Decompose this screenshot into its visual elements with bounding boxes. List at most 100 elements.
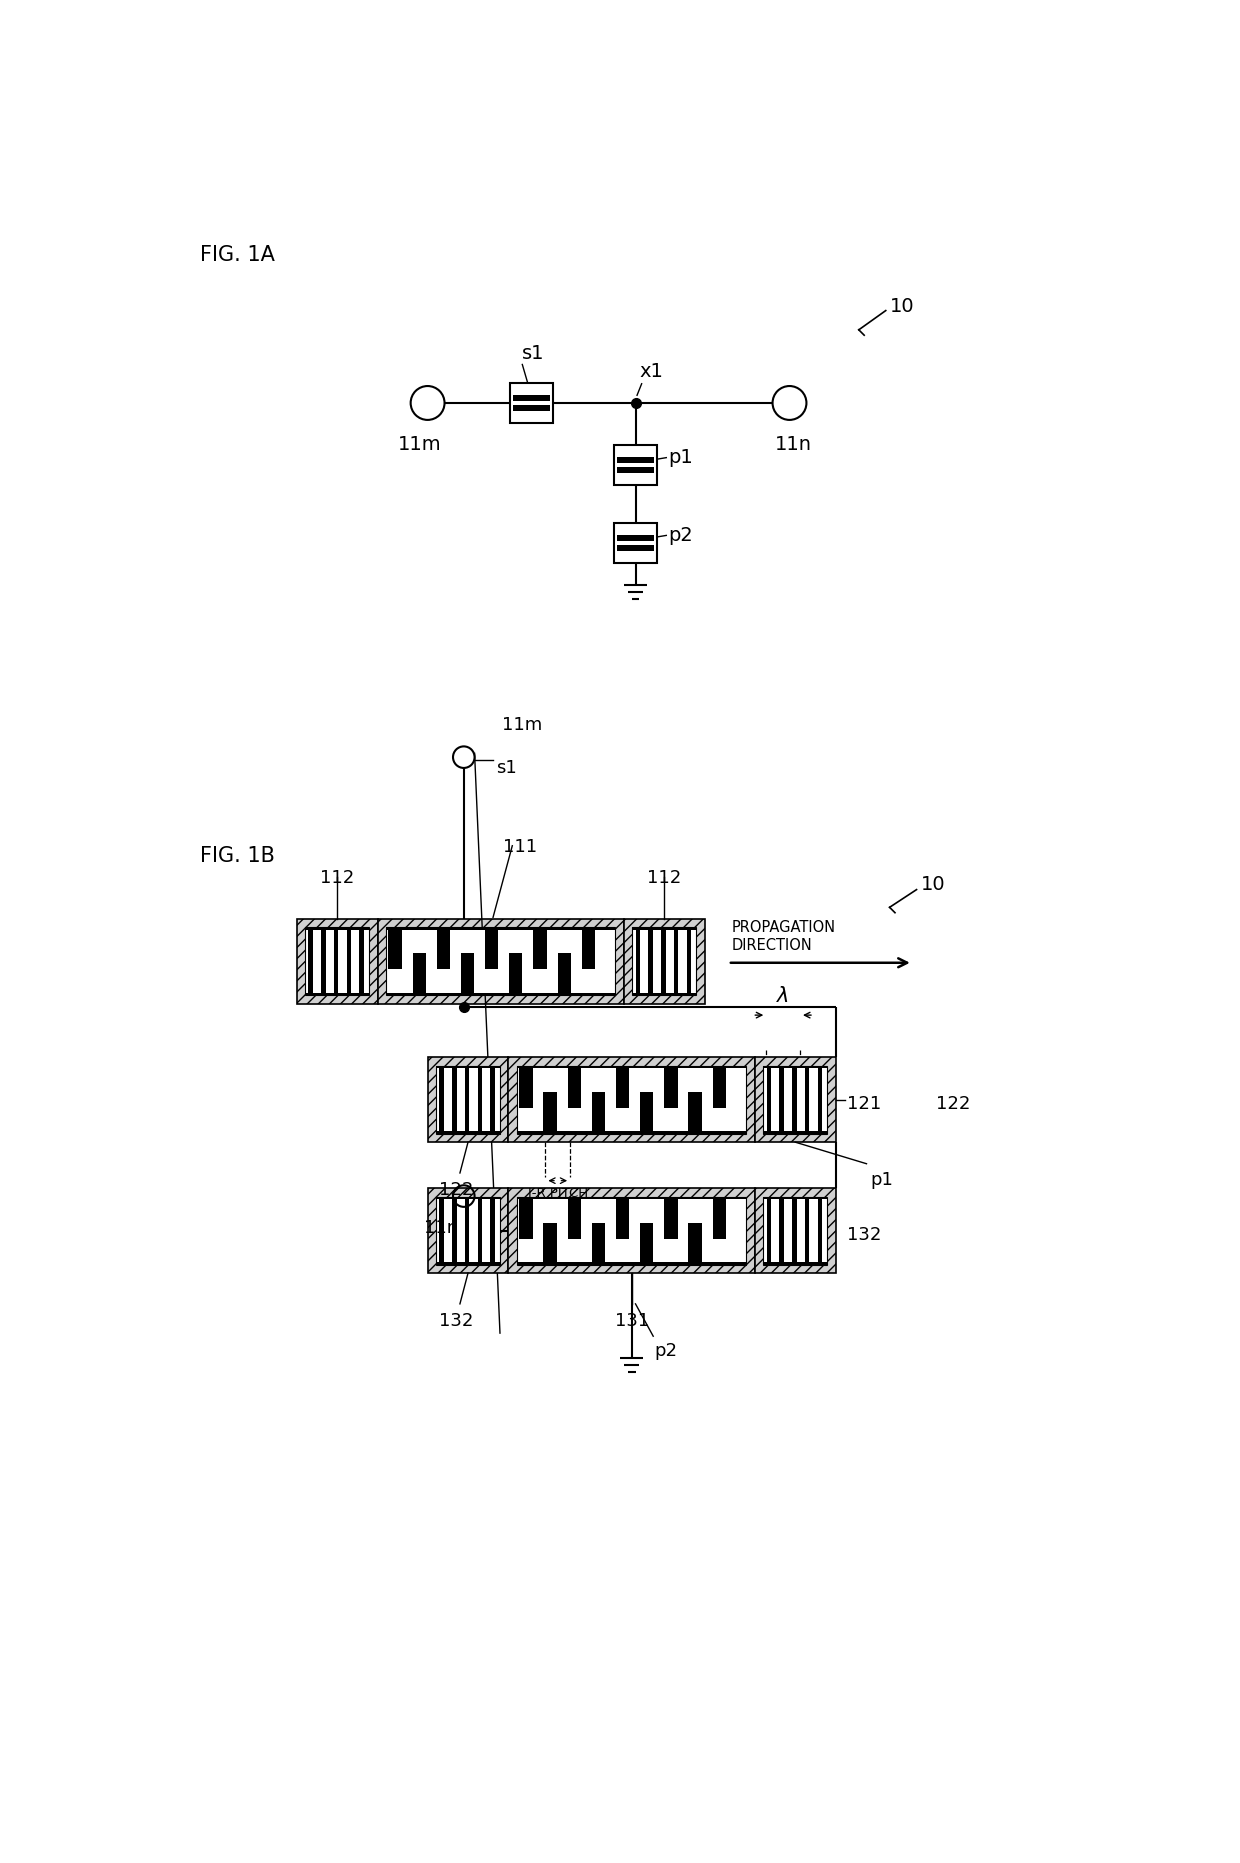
Bar	[520, 1200, 533, 1239]
Bar	[386, 928, 615, 995]
Text: p2: p2	[668, 525, 693, 544]
Bar	[510, 954, 522, 993]
Text: I-R PITCH: I-R PITCH	[528, 1187, 588, 1200]
Bar	[558, 954, 570, 993]
Bar	[632, 928, 697, 930]
Text: 11m: 11m	[502, 715, 543, 734]
Bar	[520, 1069, 533, 1108]
Text: 10: 10	[889, 298, 914, 317]
Bar	[755, 1189, 836, 1272]
Text: p2: p2	[655, 1343, 678, 1360]
Bar	[792, 1069, 796, 1131]
Text: 131: 131	[615, 1312, 649, 1330]
Text: PROPAGATION
DIRECTION: PROPAGATION DIRECTION	[732, 920, 836, 954]
Bar	[616, 1069, 629, 1108]
Bar	[755, 1058, 836, 1142]
Bar	[764, 1066, 827, 1069]
Bar	[477, 1069, 482, 1131]
Bar	[624, 918, 704, 1004]
Bar	[517, 1066, 746, 1069]
Bar	[533, 930, 547, 969]
Bar	[334, 930, 339, 993]
Bar	[665, 1200, 677, 1239]
Bar	[436, 1196, 500, 1265]
Bar	[675, 930, 678, 993]
Bar	[436, 1066, 500, 1069]
Text: 11n: 11n	[424, 1218, 458, 1237]
Text: 11n: 11n	[775, 436, 812, 455]
Bar	[688, 1222, 702, 1261]
Bar	[386, 928, 615, 930]
Text: s1: s1	[496, 758, 517, 777]
Text: 10: 10	[920, 876, 945, 894]
Bar	[477, 1200, 482, 1261]
Bar	[805, 1200, 810, 1261]
Text: λ: λ	[777, 986, 790, 1006]
Bar	[618, 546, 653, 551]
Bar	[616, 1200, 629, 1239]
Bar	[388, 930, 402, 969]
Bar	[309, 930, 312, 993]
Bar	[513, 404, 551, 412]
Bar	[461, 954, 474, 993]
Bar	[713, 1069, 725, 1108]
Bar	[517, 1066, 746, 1135]
Bar	[764, 1196, 827, 1200]
Bar	[764, 1131, 827, 1135]
Bar	[779, 1069, 784, 1131]
Bar	[453, 1200, 456, 1261]
Bar	[805, 1069, 810, 1131]
Text: x1: x1	[640, 363, 663, 382]
Bar	[640, 1092, 653, 1131]
Bar	[453, 1069, 456, 1131]
Bar	[490, 1200, 495, 1261]
Bar	[688, 1092, 702, 1131]
Bar	[618, 456, 653, 464]
Bar	[665, 1069, 677, 1108]
Bar	[582, 930, 595, 969]
Bar	[305, 928, 370, 995]
Text: 111: 111	[503, 838, 537, 855]
Bar	[296, 918, 377, 1004]
Text: 112: 112	[647, 868, 682, 887]
Bar	[568, 1200, 580, 1239]
Bar	[428, 1189, 508, 1272]
Bar	[436, 1131, 500, 1135]
Bar	[764, 1196, 827, 1265]
Text: 122: 122	[439, 1181, 474, 1198]
Text: 121: 121	[847, 1095, 882, 1112]
Bar	[614, 524, 657, 563]
Bar	[508, 1189, 755, 1272]
Bar	[439, 1069, 444, 1131]
Bar	[517, 1131, 746, 1135]
Bar	[436, 1066, 500, 1135]
Text: 122: 122	[936, 1095, 970, 1112]
Bar	[465, 1069, 469, 1131]
Text: 132: 132	[439, 1312, 474, 1330]
Bar	[510, 384, 553, 423]
Bar	[347, 930, 351, 993]
Text: p1: p1	[870, 1172, 893, 1189]
Bar	[386, 993, 615, 995]
Bar	[687, 930, 691, 993]
Bar	[632, 928, 697, 995]
Text: 11m: 11m	[398, 436, 441, 455]
Bar	[817, 1200, 822, 1261]
Text: p1: p1	[668, 449, 693, 468]
Bar	[618, 468, 653, 473]
Bar	[568, 1069, 580, 1108]
Bar	[543, 1222, 557, 1261]
Bar	[766, 1069, 771, 1131]
Bar	[632, 993, 697, 995]
Bar	[792, 1200, 796, 1261]
Bar	[413, 954, 425, 993]
Bar	[428, 1058, 508, 1142]
Bar	[713, 1200, 725, 1239]
Bar	[661, 930, 666, 993]
Bar	[436, 1196, 500, 1200]
Text: 112: 112	[320, 868, 355, 887]
Bar	[543, 1092, 557, 1131]
Bar	[517, 1261, 746, 1265]
Text: s1: s1	[522, 345, 544, 363]
Bar	[508, 1058, 755, 1142]
